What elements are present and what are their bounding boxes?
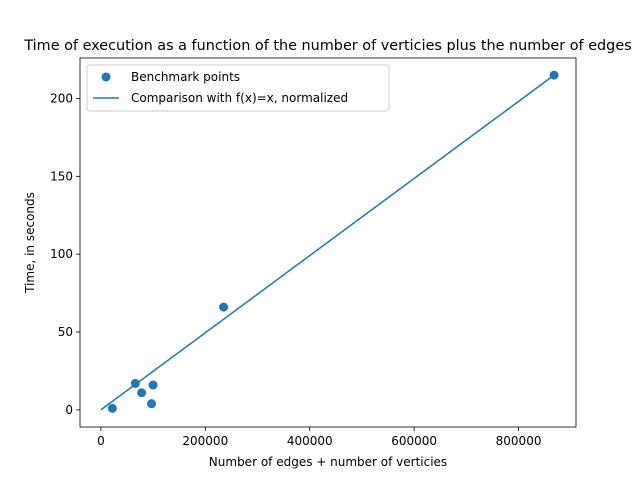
x-tick-label: 600000 [391,434,437,448]
benchmark-point [549,70,559,80]
legend-label-benchmark: Benchmark points [131,70,240,84]
benchmark-point [148,380,158,390]
y-tick-label: 100 [50,247,73,261]
x-tick-label: 200000 [182,434,228,448]
y-tick-label: 0 [65,403,73,417]
benchmark-point [107,403,117,413]
y-tick-label: 50 [58,325,73,339]
chart-title: Time of execution as a function of the n… [23,38,631,54]
comparison-line [100,74,555,411]
legend-marker-benchmark [101,72,111,82]
series-layer [100,70,559,413]
y-axis-label: Time, in seconds [23,192,37,294]
legend-label-line: Comparison with f(x)=x, normalized [131,91,348,105]
x-tick-label: 400000 [287,434,333,448]
benchmark-point [219,302,229,312]
benchmark-point [130,378,140,388]
benchmark-point [147,399,157,409]
x-tick-label: 800000 [496,434,542,448]
x-tick-label: 0 [97,434,105,448]
legend: Benchmark points Comparison with f(x)=x, … [86,64,390,112]
benchmark-point [137,388,147,398]
y-tick-label: 150 [50,169,73,183]
ticks-layer: 0 200000 400000 600000 800000 0 50 100 150 200 [50,91,541,448]
legend-box [86,64,390,112]
x-axis-label: Number of edges + number of verticies [209,455,447,469]
y-tick-label: 200 [50,91,73,105]
axes-frame [79,57,577,428]
